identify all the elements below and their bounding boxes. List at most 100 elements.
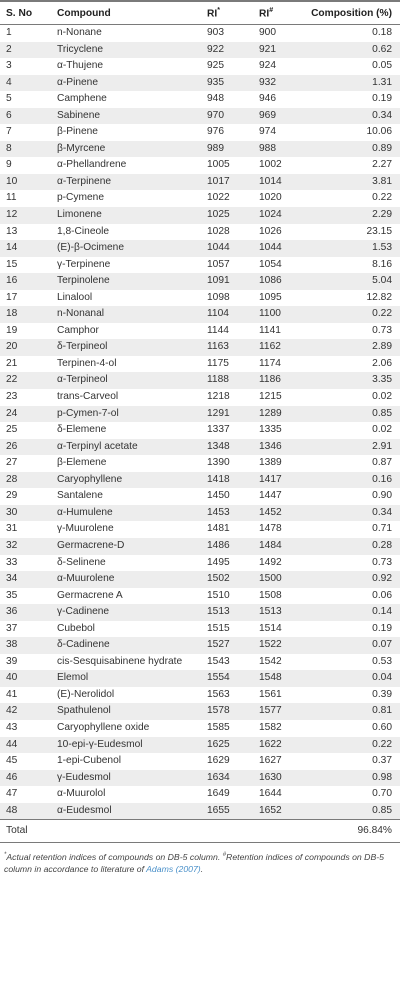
cell-composition: 2.89 [301, 339, 400, 356]
header-compound: Compound [51, 0, 201, 25]
cell-ri-actual: 1543 [207, 655, 230, 667]
cell-sno: 13 [6, 225, 18, 237]
table-row: 8 β-Myrcene 989 988 0.89 [0, 140, 400, 158]
cell-composition: 1.31 [301, 74, 400, 92]
table-row: 39 cis-Sesquisabinene hydrate 1543 1542 0.53 [0, 654, 400, 671]
header-sno: S. No [0, 0, 51, 25]
table-body: 1 n-Nonane 903 900 0.18 2 Tricyclene 922 921 0.62… [0, 25, 400, 820]
cell-compound: α-Thujene [57, 60, 104, 72]
cell-compound: α-Muurolene [51, 571, 201, 588]
table-row: 41 (E)-Nerolidol 1563 1561 0.39 [0, 687, 400, 704]
citation-link[interactable]: Adams (2007) [146, 864, 201, 875]
table-row: 3 α-Thujene 925 924 0.05 [0, 58, 400, 75]
cell-composition: 12.82 [366, 291, 393, 303]
cell-ri-literature: 1054 [259, 258, 282, 270]
cell-ri-actual: 1098 [207, 291, 230, 303]
cell-ri-literature: 1086 [253, 273, 301, 290]
cell-composition: 0.22 [301, 736, 400, 754]
table-row: 18 n-Nonanal 1104 1100 0.22 [0, 306, 400, 323]
cell-compound: Caryophyllene oxide [57, 721, 150, 733]
cell-compound: β-Elemene [57, 457, 107, 469]
cell-ri-literature: 969 [253, 107, 301, 125]
cell-ri-literature: 900 [259, 27, 276, 38]
cell-ri-literature: 1548 [253, 670, 301, 687]
cell-ri-actual: 1057 [207, 258, 230, 270]
cell-ri-actual: 1450 [207, 490, 230, 502]
cell-ri-literature: 1542 [259, 655, 282, 667]
cell-sno: 16 [0, 273, 51, 290]
cell-sno: 47 [6, 788, 18, 800]
cell-compound: Elemol [51, 670, 201, 687]
cell-ri-actual: 1515 [207, 622, 230, 634]
cell-sno: 11 [6, 192, 17, 204]
cell-ri-actual: 1578 [201, 703, 253, 720]
table-row: 30 α-Humulene 1453 1452 0.34 [0, 504, 400, 522]
cell-sno: 4 [0, 74, 51, 92]
cell-compound: Germacrene A [57, 589, 123, 601]
cell-composition: 0.06 [372, 589, 392, 601]
cell-compound: n-Nonane [57, 27, 102, 38]
cell-composition: 0.14 [301, 604, 400, 621]
cell-composition: 0.07 [301, 637, 400, 654]
cell-ri-literature: 924 [259, 60, 276, 72]
cell-ri-actual: 1418 [201, 471, 253, 489]
cell-ri-actual: 948 [207, 93, 224, 105]
table-row: 47 α-Muurolol 1649 1644 0.70 [0, 786, 400, 803]
table-row: 6 Sabinene 970 969 0.34 [0, 107, 400, 125]
table-row: 28 Caryophyllene 1418 1417 0.16 [0, 471, 400, 489]
cell-composition: 0.85 [301, 802, 400, 820]
table-row: 4 α-Pinene 935 932 1.31 [0, 74, 400, 92]
cell-ri-literature: 1522 [253, 637, 301, 654]
table-row: 16 Terpinolene 1091 1086 5.04 [0, 273, 400, 290]
cell-composition: 0.90 [372, 490, 392, 502]
cell-ri-literature: 1026 [259, 225, 282, 237]
cell-compound: β-Pinene [57, 126, 98, 138]
table-row: 2 Tricyclene 922 921 0.62 [0, 41, 400, 59]
cell-ri-literature: 1020 [259, 192, 282, 204]
table-row: 24 p-Cymen-7-ol 1291 1289 0.85 [0, 405, 400, 423]
cell-composition: 0.73 [372, 324, 392, 336]
cell-compound: δ-Elemene [57, 424, 107, 436]
cell-compound: α-Pinene [51, 74, 201, 92]
cell-ri-actual: 922 [201, 41, 253, 59]
cell-ri-literature: 1484 [253, 537, 301, 555]
cell-composition: 2.27 [372, 159, 392, 171]
cell-composition: 0.34 [301, 107, 400, 125]
cell-ri-actual: 1649 [207, 788, 230, 800]
table-row: 20 δ-Terpineol 1163 1162 2.89 [0, 339, 400, 356]
cell-composition: 2.29 [301, 207, 400, 224]
cell-ri-actual: 989 [201, 140, 253, 158]
cell-ri-literature: 1500 [253, 571, 301, 588]
cell-ri-actual: 1563 [207, 688, 230, 700]
cell-sno: 39 [6, 655, 18, 667]
cell-ri-literature: 1630 [253, 769, 301, 787]
cell-composition: 3.35 [301, 372, 400, 390]
cell-compound: n-Nonanal [51, 306, 201, 323]
cell-compound: Tricyclene [51, 41, 201, 59]
cell-composition: 2.91 [301, 438, 400, 456]
cell-compound: Caryophyllene [51, 471, 201, 489]
cell-ri-actual: 1022 [207, 192, 230, 204]
cell-ri-actual: 1091 [201, 273, 253, 290]
cell-ri-actual: 1655 [201, 802, 253, 820]
cell-ri-literature: 1577 [253, 703, 301, 720]
table-row: 40 Elemol 1554 1548 0.04 [0, 670, 400, 687]
cell-ri-literature: 1215 [259, 391, 282, 403]
cell-composition: 0.70 [372, 788, 392, 800]
cell-ri-actual: 1486 [201, 537, 253, 555]
cell-compound: γ-Muurolene [57, 523, 114, 535]
cell-ri-literature: 1141 [259, 324, 281, 336]
cell-ri-literature: 1492 [259, 556, 282, 568]
cell-sno: 24 [0, 405, 51, 423]
cell-sno: 33 [6, 556, 18, 568]
header-composition: Composition (%) [301, 0, 400, 25]
table-row: 17 Linalool 1098 1095 12.82 [0, 290, 400, 307]
cell-composition: 0.16 [301, 471, 400, 489]
cell-compound: cis-Sesquisabinene hydrate [57, 655, 183, 667]
cell-composition: 0.19 [372, 622, 392, 634]
cell-ri-literature: 1417 [253, 471, 301, 489]
cell-ri-actual: 1163 [201, 339, 253, 356]
cell-compound: 10-epi-γ-Eudesmol [51, 736, 201, 754]
cell-ri-actual: 1044 [201, 240, 253, 257]
